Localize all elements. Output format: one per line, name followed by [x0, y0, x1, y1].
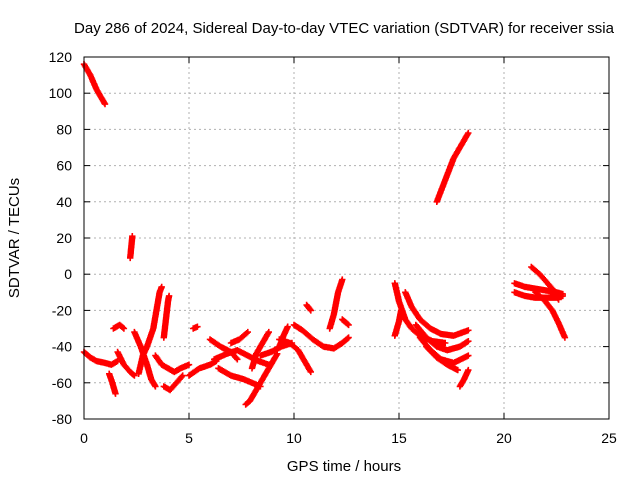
data-marker-trail: [110, 321, 128, 332]
y-tick-label: -80: [52, 411, 72, 427]
y-tick-label: 100: [49, 85, 73, 101]
series-arc-25: [326, 276, 346, 332]
series-arc-3: [106, 370, 119, 397]
series-arc-32: [423, 343, 461, 374]
data-marker-trail: [412, 321, 472, 354]
series-arc-21: [227, 328, 251, 347]
data-marker-trail: [206, 336, 241, 363]
data-marker-trail: [114, 348, 138, 379]
series-arc-1: [80, 61, 109, 108]
data-marker-trail: [248, 328, 272, 372]
data-marker-trail: [528, 263, 562, 303]
x-tick-label: 20: [496, 430, 512, 446]
y-tick-label: 20: [56, 230, 72, 246]
y-tick-label: -60: [52, 375, 72, 391]
series-arc-15: [206, 336, 241, 363]
series-arc-29: [402, 289, 472, 339]
data-marker-trail: [152, 352, 193, 376]
x-tick-label: 5: [185, 430, 193, 446]
grid-lines: [84, 57, 609, 419]
series-arc-10: [160, 292, 173, 341]
data-marker-trail: [303, 301, 314, 314]
series-arc-17: [242, 350, 281, 408]
series-arc-9: [152, 352, 193, 376]
y-tick-label: 80: [56, 121, 72, 137]
data-marker-trail: [160, 292, 173, 341]
data-marker-trail: [391, 307, 405, 339]
data-marker-trail: [433, 129, 472, 205]
data-marker-trail: [160, 372, 186, 394]
y-axis-ticks: -80 -60 -40 -20 0 20 40 60 80 100 120: [49, 49, 609, 427]
data-marker-trail: [276, 323, 291, 350]
x-tick-label: 0: [80, 430, 88, 446]
y-tick-label: 40: [56, 194, 72, 210]
data-marker-trail: [423, 343, 461, 374]
y-axis-title: SDTVAR / TECUs: [6, 178, 23, 298]
series-arc-12: [190, 323, 201, 332]
data-marker-trail: [127, 233, 136, 262]
series-arc-6: [127, 233, 136, 262]
series-arc-28: [391, 307, 405, 339]
data-marker-trail: [339, 316, 352, 329]
data-marker-trail: [190, 323, 201, 332]
data-points: [80, 61, 569, 408]
data-marker-trail: [290, 321, 352, 352]
data-marker-trail: [80, 61, 109, 108]
data-marker-trail: [227, 328, 251, 347]
x-tick-label: 15: [391, 430, 407, 446]
data-marker-trail: [106, 370, 119, 397]
y-tick-label: 60: [56, 158, 72, 174]
series-arc-19: [248, 328, 272, 372]
chart-title: Day 286 of 2024, Sidereal Day-to-day VTE…: [74, 20, 615, 37]
series-arc-33: [433, 129, 472, 205]
y-tick-label: 0: [64, 266, 72, 282]
series-arc-23: [290, 321, 352, 352]
data-marker-trail: [242, 350, 281, 408]
data-marker-trail: [326, 276, 346, 332]
y-tick-label: 120: [49, 49, 73, 65]
series-arc-22: [276, 323, 291, 350]
y-tick-label: -20: [52, 302, 72, 318]
series-arc-4: [110, 321, 128, 332]
data-marker-trail: [215, 365, 264, 390]
x-axis-ticks: 0 5 10 15 20 25: [80, 57, 617, 446]
x-tick-label: 25: [601, 430, 617, 446]
series-arc-38: [532, 289, 569, 341]
data-marker-trail: [532, 289, 569, 341]
x-tick-label: 10: [286, 430, 302, 446]
series-arc-37: [528, 263, 562, 303]
data-marker-trail: [402, 289, 472, 339]
series-arc-30: [412, 321, 472, 354]
series-arc-8: [135, 283, 165, 377]
data-marker-trail: [456, 366, 472, 390]
data-marker-trail: [135, 283, 165, 377]
series-arc-34: [456, 366, 472, 390]
y-tick-label: -40: [52, 339, 72, 355]
series-arc-11: [160, 372, 186, 394]
series-arc-26: [339, 316, 352, 329]
x-axis-title: GPS time / hours: [287, 458, 401, 475]
series-arc-24: [303, 301, 314, 314]
series-arc-5: [114, 348, 138, 379]
series-arc-16: [215, 365, 264, 390]
